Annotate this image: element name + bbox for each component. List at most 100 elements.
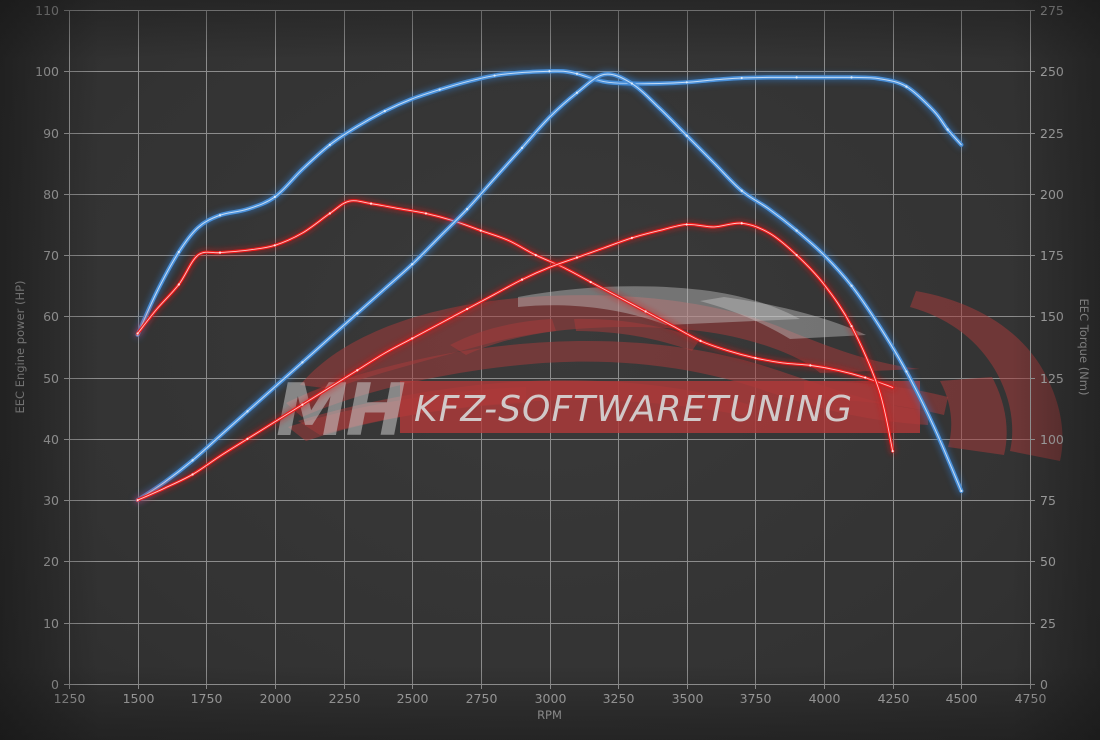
- y2-tick-label: 100: [1040, 432, 1064, 447]
- data-point: [575, 256, 579, 259]
- series-line: [135, 71, 964, 503]
- data-point: [493, 74, 496, 77]
- series-glow: [134, 70, 965, 504]
- data-point: [328, 143, 331, 146]
- y-tick-label: 0: [51, 677, 59, 692]
- data-point: [328, 212, 331, 215]
- y2-tick-label: 150: [1040, 309, 1064, 324]
- x-tick-label: 1750: [191, 691, 223, 706]
- y2-tick-label: 125: [1040, 371, 1064, 386]
- y-tick-label: 110: [35, 3, 59, 18]
- y-tick-label: 100: [35, 64, 59, 79]
- x-tick-label: 2250: [329, 691, 361, 706]
- data-point: [795, 253, 798, 257]
- y2-tick-label: 225: [1040, 126, 1064, 141]
- y2-tick-label: 200: [1040, 187, 1064, 202]
- x-tick-label: 3000: [535, 691, 567, 706]
- data-point: [466, 307, 469, 311]
- data-point: [520, 278, 524, 281]
- y2-tick-label: 175: [1040, 248, 1064, 263]
- data-point: [411, 263, 414, 266]
- x-tick-label: 1250: [54, 691, 86, 706]
- data-point: [301, 361, 304, 364]
- data-point: [905, 85, 908, 88]
- data-point: [850, 284, 853, 287]
- data-point: [534, 253, 537, 257]
- y-axis-title: EEC Engine power (HP): [13, 280, 27, 413]
- data-point: [136, 499, 139, 502]
- data-point: [740, 76, 743, 80]
- data-point: [191, 473, 194, 476]
- y-tick-label: 50: [43, 371, 59, 386]
- data-point: [795, 229, 798, 232]
- data-point: [699, 339, 702, 342]
- data-point: [685, 81, 688, 84]
- data-point: [177, 250, 180, 254]
- data-point: [795, 76, 798, 79]
- x-tick-label: 4500: [946, 691, 978, 706]
- data-point: [520, 146, 524, 149]
- watermark-brand-text: KFZ-SOFTWARETUNING: [414, 389, 853, 430]
- data-point: [273, 244, 277, 247]
- x-tick-label: 4250: [878, 691, 910, 706]
- data-point: [466, 208, 469, 211]
- y-tick-label: 80: [43, 187, 59, 202]
- y2-tick-label: 275: [1040, 3, 1064, 18]
- data-point: [301, 403, 304, 406]
- data-point: [809, 364, 812, 367]
- data-point: [548, 70, 551, 73]
- data-point: [946, 128, 949, 131]
- data-point: [905, 370, 908, 373]
- data-point: [356, 312, 359, 315]
- x-tick-label: 3250: [603, 691, 635, 706]
- x-tick-label: 2000: [260, 691, 292, 706]
- y2-tick-label: 25: [1040, 616, 1056, 631]
- data-point: [246, 410, 249, 413]
- y2-tick-label: 75: [1040, 493, 1056, 508]
- data-point: [438, 88, 441, 91]
- data-point: [740, 222, 743, 225]
- data-point: [864, 376, 867, 379]
- data-point: [630, 82, 633, 85]
- data-point: [356, 369, 359, 372]
- y-tick-label: 40: [43, 432, 59, 447]
- data-point: [685, 134, 688, 137]
- y2-tick-label: 250: [1040, 64, 1064, 79]
- data-point: [630, 236, 633, 240]
- y2-tick-label: 0: [1040, 677, 1048, 692]
- x-axis-title: RPM: [537, 708, 562, 722]
- data-point: [411, 337, 414, 340]
- y2-axis-title: EEC Torque (Nm): [1077, 299, 1091, 396]
- y-tick-label: 20: [43, 554, 59, 569]
- x-tick-label: 2750: [466, 691, 498, 706]
- series-3: [134, 70, 965, 504]
- x-tick-label: 3750: [740, 691, 772, 706]
- data-point: [246, 437, 249, 441]
- data-point: [575, 91, 579, 94]
- data-point: [218, 251, 222, 254]
- data-point: [479, 229, 482, 232]
- data-point: [136, 332, 139, 335]
- data-point: [369, 202, 373, 205]
- x-tick-label: 1500: [123, 691, 155, 706]
- x-tick-label: 4750: [1015, 691, 1047, 706]
- data-point: [754, 356, 757, 360]
- data-point: [850, 325, 853, 328]
- y-tick-label: 90: [43, 126, 59, 141]
- watermark-logo: MH KFZ-SOFTWARETUNING: [276, 286, 1063, 461]
- data-point: [960, 489, 963, 493]
- data-point: [191, 459, 194, 462]
- y-tick-label: 30: [43, 493, 59, 508]
- data-point: [891, 450, 894, 453]
- series-core: [137, 73, 962, 501]
- data-point: [740, 189, 743, 192]
- data-point: [273, 195, 277, 198]
- data-point: [177, 283, 180, 286]
- x-tick-label: 2500: [397, 691, 429, 706]
- data-point: [218, 214, 222, 217]
- data-point: [575, 72, 579, 75]
- y-tick-label: 10: [43, 616, 59, 631]
- data-curves: [134, 67, 965, 504]
- x-tick-label: 4000: [809, 691, 841, 706]
